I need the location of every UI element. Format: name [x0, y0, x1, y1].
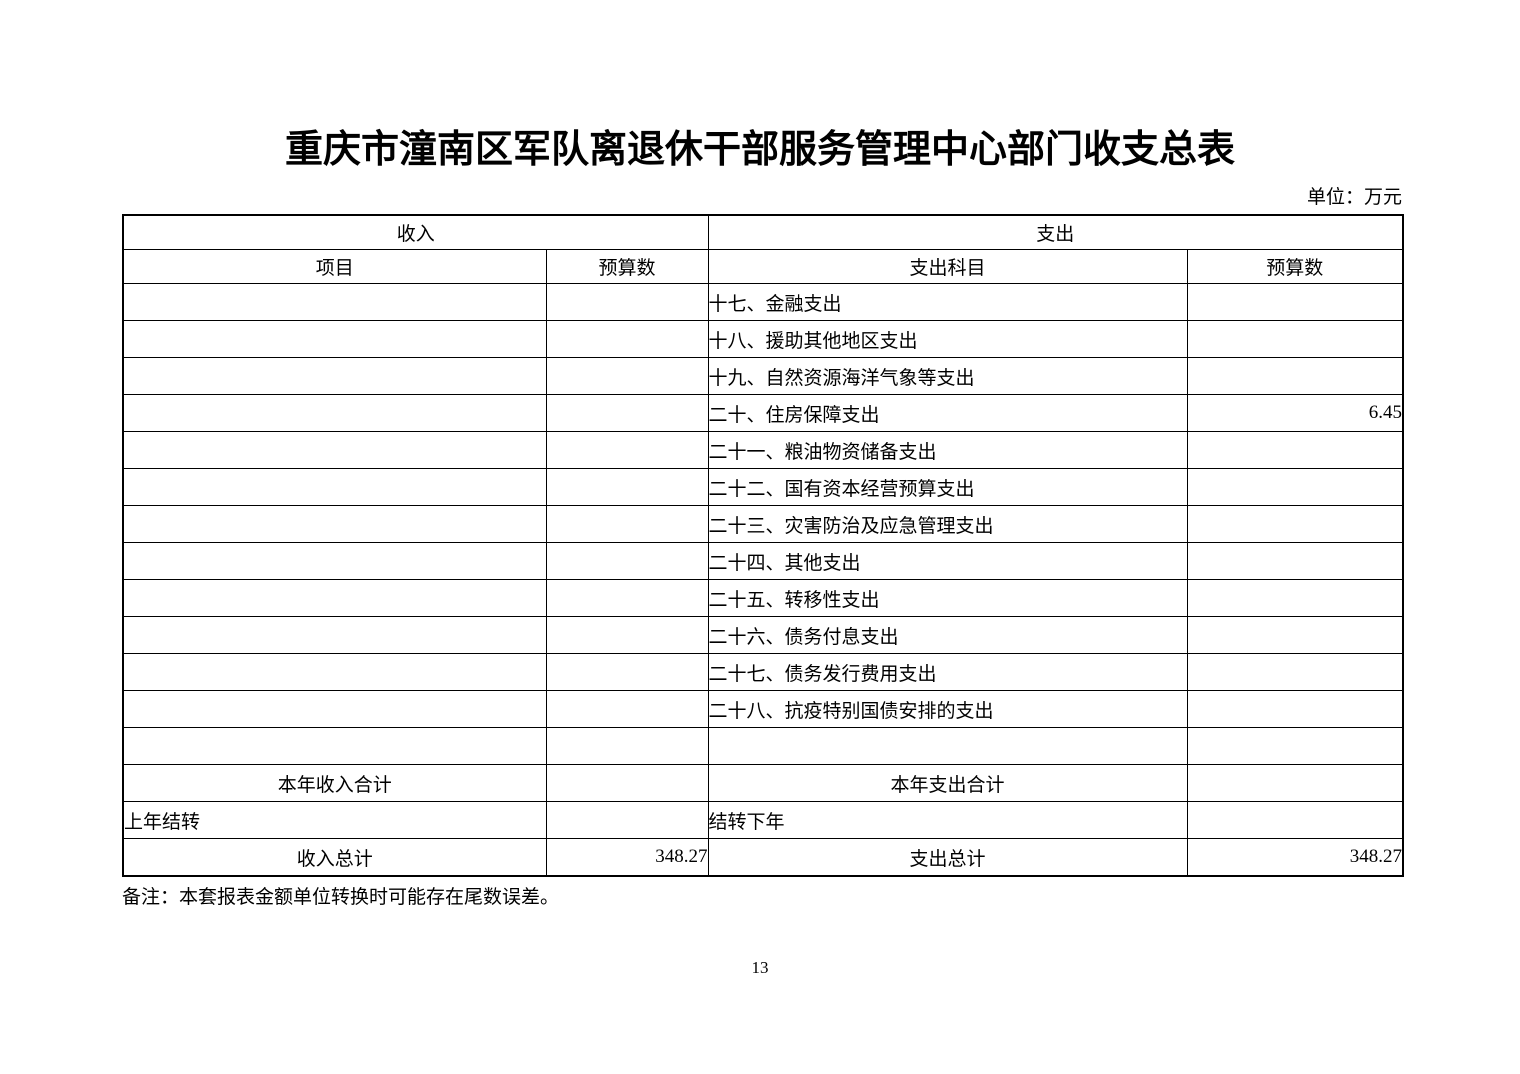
expense-grand-total-label: 支出总计: [707, 838, 1188, 877]
expense-budget-cell: 6.45: [1186, 394, 1404, 432]
income-item-cell: [122, 727, 547, 765]
table-row: 十九、自然资源海洋气象等支出: [122, 357, 1404, 395]
col-header-expense-budget: 预算数: [1186, 249, 1404, 284]
income-section-header: 收入: [122, 214, 709, 250]
unit-label: 单位：万元: [1306, 187, 1402, 208]
expense-budget-cell: [1186, 320, 1404, 358]
budget-table: 收入 支出 项目 预算数 支出科目 预算数 十七、金融支出 十八、援助其他地区支…: [122, 214, 1405, 877]
expense-item-cell: 二十五、转移性支出: [707, 579, 1188, 617]
grand-total-row: 收入总计 348.27 支出总计 348.27: [122, 838, 1404, 877]
income-budget-cell: [545, 394, 709, 432]
expense-budget-cell: [1186, 542, 1404, 580]
income-item-cell: [122, 394, 547, 432]
income-budget-cell: [545, 616, 709, 654]
income-budget-cell: [545, 357, 709, 395]
expense-budget-cell: [1186, 653, 1404, 691]
table-row: 二十、住房保障支出 6.45: [122, 394, 1404, 432]
income-item-cell: [122, 542, 547, 580]
table-row: 二十八、抗疫特别国债安排的支出: [122, 690, 1404, 728]
table-row-empty: [122, 727, 1404, 765]
income-grand-total-label: 收入总计: [122, 838, 547, 877]
expense-item-cell: [707, 727, 1188, 765]
table-row: 二十二、国有资本经营预算支出: [122, 468, 1404, 506]
table-row: 十八、援助其他地区支出: [122, 320, 1404, 358]
income-budget-cell: [545, 690, 709, 728]
expense-item-cell: 二十七、债务发行费用支出: [707, 653, 1188, 691]
income-item-cell: [122, 468, 547, 506]
carryover-prev-year-value: [545, 801, 709, 839]
expense-item-cell: 二十三、灾害防治及应急管理支出: [707, 505, 1188, 543]
column-header-row: 项目 预算数 支出科目 预算数: [122, 249, 1404, 284]
income-budget-cell: [545, 283, 709, 321]
carryover-prev-year-label: 上年结转: [122, 801, 547, 839]
expense-budget-cell: [1186, 283, 1404, 321]
expense-item-cell: 十七、金融支出: [707, 283, 1188, 321]
income-item-cell: [122, 431, 547, 469]
income-annual-total-value: [545, 764, 709, 802]
income-budget-cell: [545, 542, 709, 580]
income-item-cell: [122, 690, 547, 728]
expense-budget-cell: [1186, 468, 1404, 506]
income-item-cell: [122, 283, 547, 321]
page-number: 13: [751, 958, 769, 977]
expense-annual-total-value: [1186, 764, 1404, 802]
carryover-next-year-value: [1186, 801, 1404, 839]
income-budget-cell: [545, 579, 709, 617]
table-row: 二十七、债务发行费用支出: [122, 653, 1404, 691]
income-budget-cell: [545, 505, 709, 543]
income-item-cell: [122, 320, 547, 358]
col-header-income-item: 项目: [122, 249, 547, 284]
income-grand-total-value: 348.27: [545, 838, 709, 877]
table-row: 二十四、其他支出: [122, 542, 1404, 580]
expense-budget-cell: [1186, 690, 1404, 728]
income-annual-total-label: 本年收入合计: [122, 764, 547, 802]
income-item-cell: [122, 616, 547, 654]
expense-item-cell: 二十一、粮油物资储备支出: [707, 431, 1188, 469]
income-budget-cell: [545, 431, 709, 469]
table-row: 十七、金融支出: [122, 283, 1404, 321]
expense-item-cell: 十九、自然资源海洋气象等支出: [707, 357, 1188, 395]
expense-item-cell: 二十六、债务付息支出: [707, 616, 1188, 654]
expense-section-header: 支出: [707, 214, 1404, 250]
income-item-cell: [122, 357, 547, 395]
expense-item-cell: 二十四、其他支出: [707, 542, 1188, 580]
expense-item-cell: 二十、住房保障支出: [707, 394, 1188, 432]
expense-budget-cell: [1186, 357, 1404, 395]
expense-budget-cell: [1186, 505, 1404, 543]
income-budget-cell: [545, 727, 709, 765]
expense-budget-cell: [1186, 616, 1404, 654]
expense-item-cell: 二十二、国有资本经营预算支出: [707, 468, 1188, 506]
section-header-row: 收入 支出: [122, 214, 1404, 250]
table-row: 二十三、灾害防治及应急管理支出: [122, 505, 1404, 543]
income-item-cell: [122, 579, 547, 617]
carryover-next-year-label: 结转下年: [707, 801, 1188, 839]
income-item-cell: [122, 505, 547, 543]
expense-grand-total-value: 348.27: [1186, 838, 1404, 877]
table-row: 二十一、粮油物资储备支出: [122, 431, 1404, 469]
col-header-income-budget: 预算数: [545, 249, 709, 284]
expense-item-cell: 十八、援助其他地区支出: [707, 320, 1188, 358]
table-row: 二十六、债务付息支出: [122, 616, 1404, 654]
expense-budget-cell: [1186, 579, 1404, 617]
income-item-cell: [122, 653, 547, 691]
page-title: 重庆市潼南区军队离退休干部服务管理中心部门收支总表: [284, 129, 1235, 171]
expense-budget-cell: [1186, 431, 1404, 469]
carryover-row: 上年结转 结转下年: [122, 801, 1404, 839]
income-budget-cell: [545, 468, 709, 506]
expense-budget-cell: [1186, 727, 1404, 765]
expense-item-cell: 二十八、抗疫特别国债安排的支出: [707, 690, 1188, 728]
annual-total-row: 本年收入合计 本年支出合计: [122, 764, 1404, 802]
col-header-expense-item: 支出科目: [707, 249, 1188, 284]
income-budget-cell: [545, 320, 709, 358]
income-budget-cell: [545, 653, 709, 691]
table-row: 二十五、转移性支出: [122, 579, 1404, 617]
expense-annual-total-label: 本年支出合计: [707, 764, 1188, 802]
footnote: 备注：本套报表金额单位转换时可能存在尾数误差。: [122, 887, 560, 908]
